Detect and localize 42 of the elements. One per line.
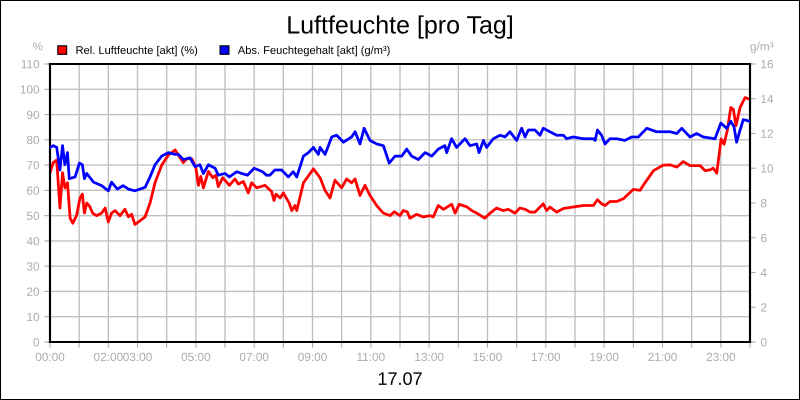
y2-tick-label: 12: [761, 130, 773, 138]
x-tick-label: 07:00: [240, 352, 268, 362]
x-tick-label: 11:00: [357, 352, 385, 362]
y-tick-label: 50: [26, 212, 40, 220]
y2-tick-label: 16: [761, 60, 774, 68]
y2-tick-label: 14: [761, 94, 774, 104]
y-tick-label: 0: [33, 338, 40, 346]
x-tick-label: 00:00: [36, 352, 64, 362]
y-tick-label: 30: [26, 262, 40, 271]
y-tick-label: 80: [26, 136, 40, 144]
y2-tick-label: 2: [761, 303, 766, 312]
x-axis-title: 17.07: [378, 372, 422, 386]
x-tick-label: 09:00: [298, 352, 327, 362]
chart-title: Luftfeuchte [pro Tag]: [288, 15, 512, 39]
y2-tick-label: 10: [761, 164, 774, 173]
line-series: [50, 96, 750, 226]
x-tick-label: 15:00: [474, 352, 502, 362]
y2-axis-title: g/m³: [750, 42, 774, 53]
y-tick-label: 60: [27, 186, 40, 195]
x-tick-label: 19:00: [590, 352, 618, 362]
y-tick-label: 40: [26, 236, 40, 246]
x-tick-label: 13:00: [415, 352, 444, 362]
y-tick-label: 70: [27, 161, 40, 170]
legend-label: Rel. Luftfeuchte [akt] (%): [76, 46, 198, 56]
y2-tick-label: 4: [760, 268, 767, 277]
legend-label: Abs. Feuchtegehalt [akt] (g/m³): [238, 46, 390, 56]
y-tick-label: 10: [27, 312, 40, 322]
y-tick-label: 20: [27, 287, 40, 296]
y-tick-label: 110: [22, 60, 40, 68]
line-series: [50, 118, 750, 192]
x-tick-label: 02:00: [94, 352, 123, 362]
x-tick-label: 05:00: [182, 352, 210, 362]
x-tick-label: 03:00: [123, 352, 152, 362]
y2-tick-label: 6: [761, 234, 766, 242]
x-tick-label: 23:00: [706, 352, 736, 362]
y-axis-title: %: [32, 42, 43, 50]
y2-tick-label: 8: [760, 199, 766, 208]
y2-tick-label: 0: [760, 338, 767, 346]
x-tick-label: 17:00: [532, 352, 560, 362]
x-tick-label: 21:00: [648, 352, 677, 362]
y-tick-label: 90: [27, 110, 40, 119]
y-tick-label: 100: [20, 85, 40, 94]
